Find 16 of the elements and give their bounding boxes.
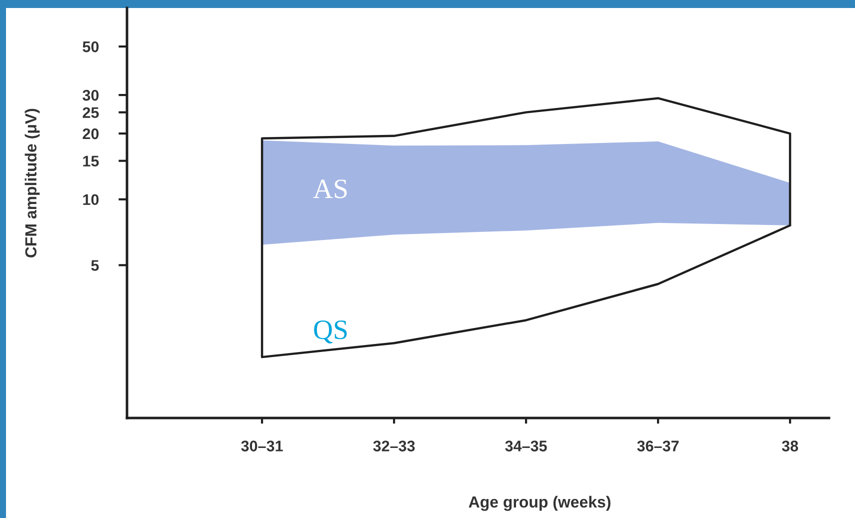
x-tick-label: 36–37: [637, 440, 679, 452]
y-tick-label: 25: [82, 107, 99, 118]
series-label: QS: [314, 320, 347, 344]
y-tick-label: 30: [82, 90, 99, 101]
y-axis-title: CFM amplitude (μV): [24, 108, 40, 258]
y-tick-label: 50: [82, 41, 99, 52]
x-tick-label: 30–31: [241, 440, 283, 452]
y-tick-label: 10: [83, 194, 99, 206]
y-tick-label: 15: [83, 156, 99, 167]
y-tick-label: 5: [91, 260, 99, 271]
x-tick-label: 34–35: [505, 440, 547, 452]
series-label: AS: [313, 180, 347, 198]
x-tick-label: 32–33: [373, 440, 415, 452]
x-tick-label: 38: [782, 440, 798, 452]
x-axis-title: Age group (weeks): [468, 496, 610, 511]
y-tick-label: 20: [82, 128, 99, 140]
